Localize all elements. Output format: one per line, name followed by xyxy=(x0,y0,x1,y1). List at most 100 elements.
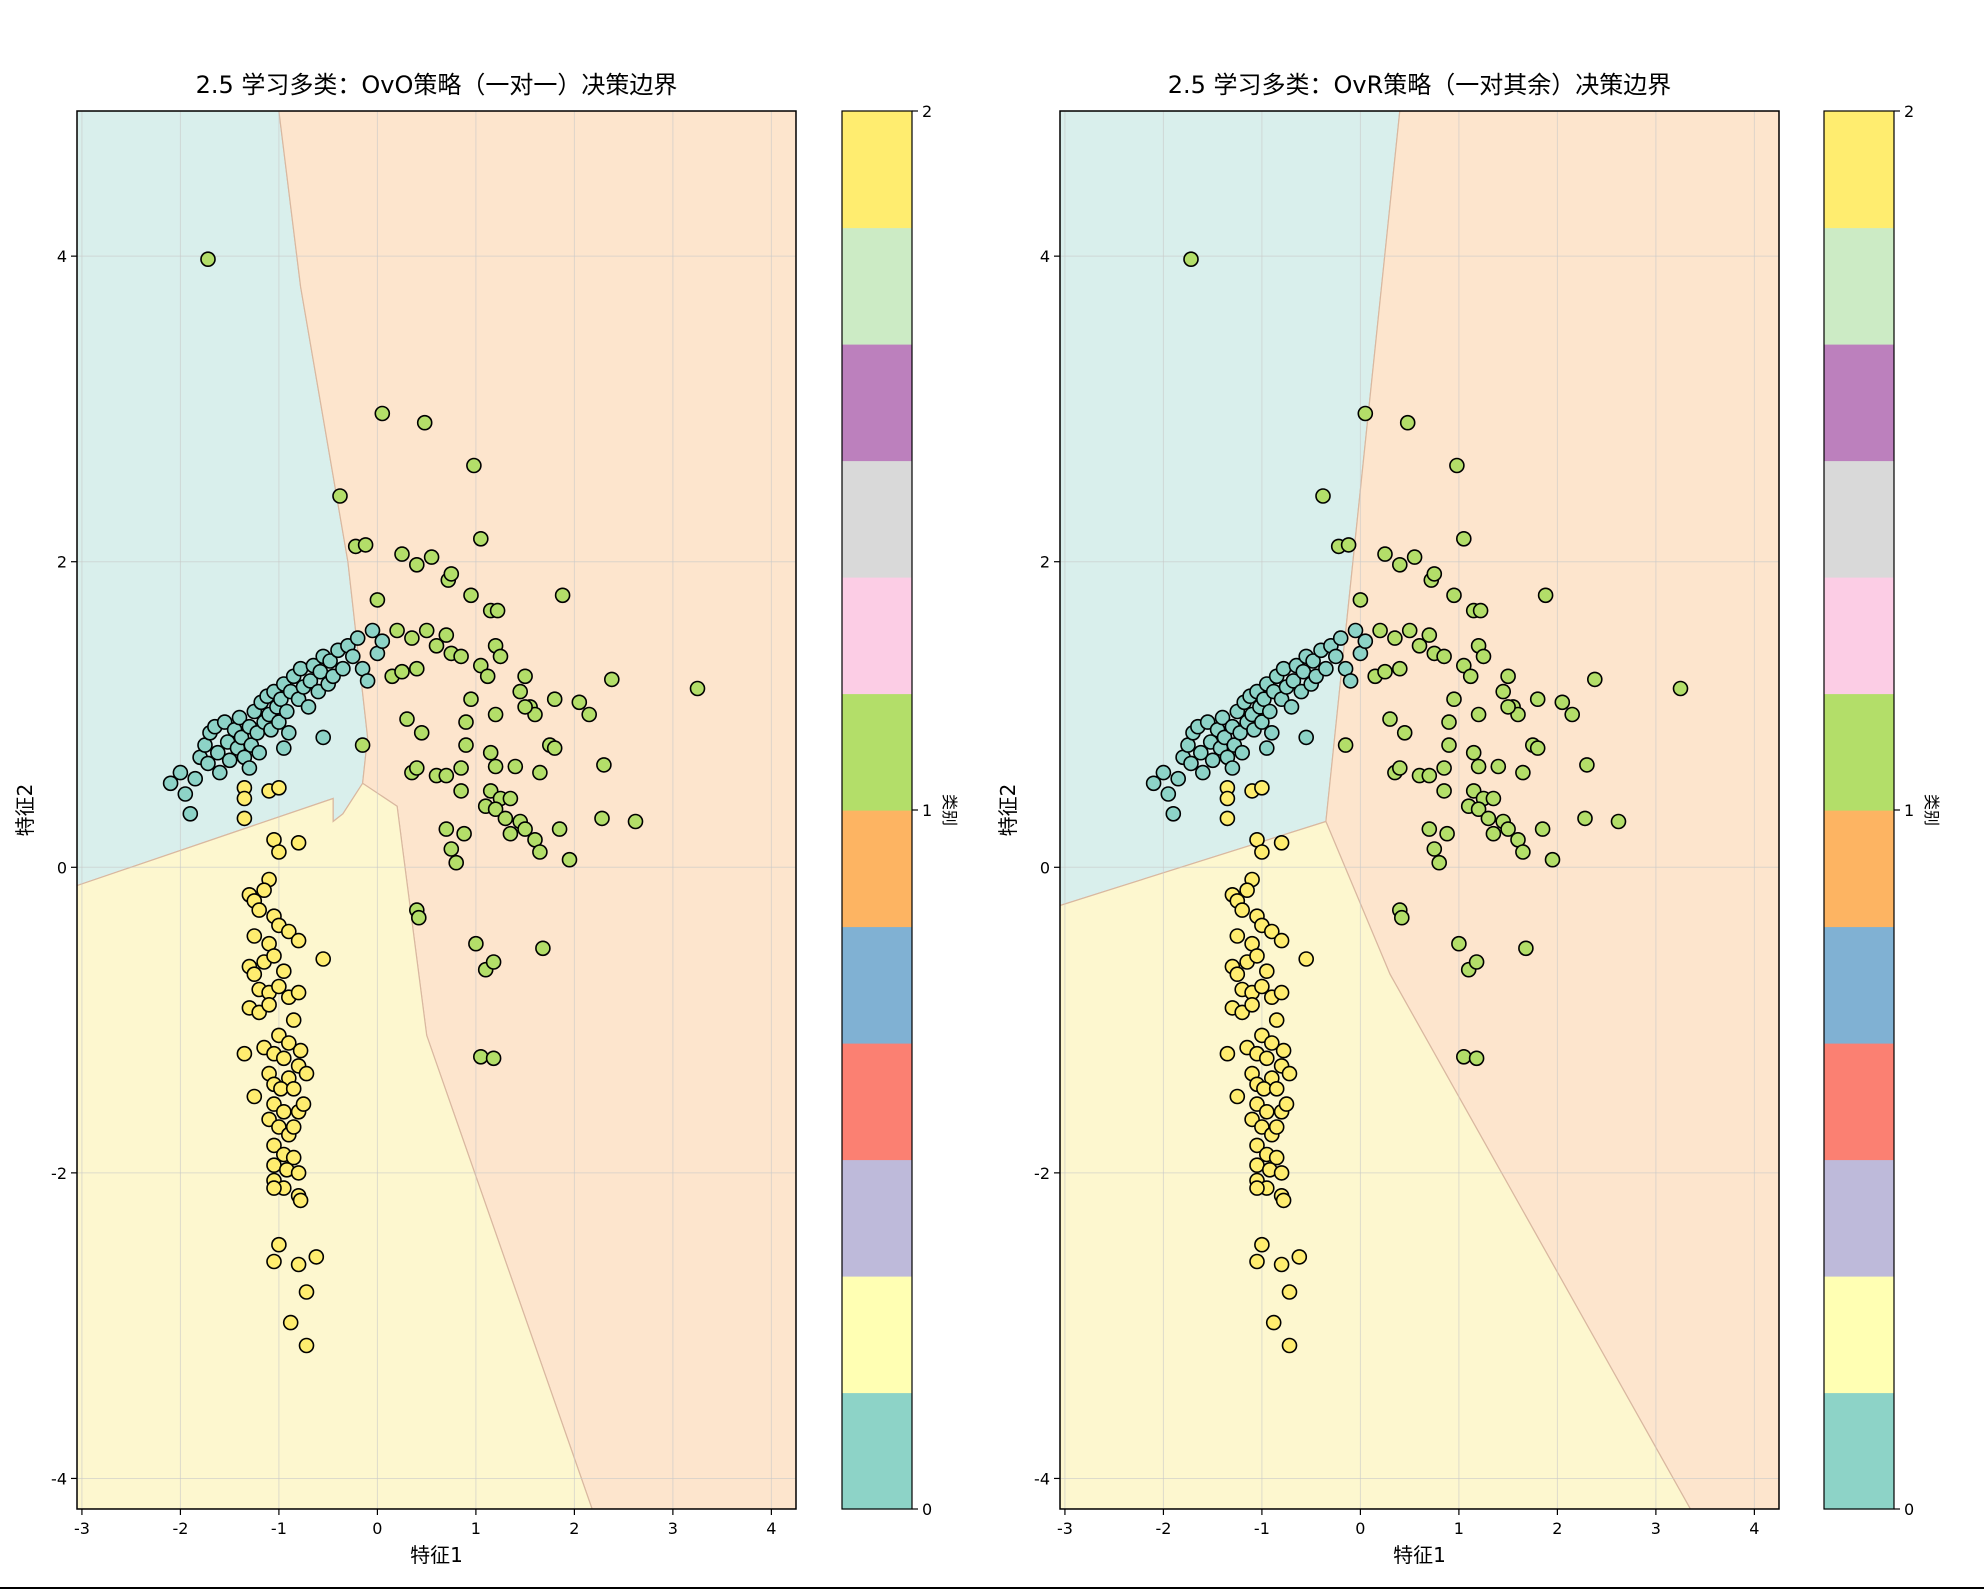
data-point-class-0 xyxy=(1347,622,1364,639)
data-point-class-1 xyxy=(594,810,610,827)
colorbar-segment xyxy=(1824,810,1894,928)
data-point-class-2 xyxy=(273,1081,289,1097)
data-point-class-1 xyxy=(1490,758,1507,775)
data-point-class-0 xyxy=(359,673,376,689)
data-point-class-1 xyxy=(1456,530,1472,547)
data-point-class-2 xyxy=(308,1249,325,1265)
data-point-class-2 xyxy=(1249,948,1265,964)
data-point-class-0 xyxy=(221,752,238,769)
data-point-class-1 xyxy=(472,657,489,674)
data-point-class-1 xyxy=(408,660,425,677)
data-point-class-1 xyxy=(468,935,484,952)
data-point-class-2 xyxy=(266,1137,282,1154)
data-point-class-2 xyxy=(1244,996,1260,1013)
data-point-class-2 xyxy=(256,882,272,899)
colorbar-segment xyxy=(842,1392,912,1510)
data-point-class-1 xyxy=(408,760,425,776)
colorbar-tick-label: 1 xyxy=(922,801,932,820)
data-point-class-2 xyxy=(1298,951,1314,967)
y-tick-label: 2 xyxy=(57,553,67,572)
colorbar-segment xyxy=(1824,1043,1894,1161)
data-point-class-2 xyxy=(271,1236,287,1253)
data-point-class-1 xyxy=(413,724,430,741)
x-tick-label: 1 xyxy=(471,1519,481,1538)
data-point-class-1 xyxy=(423,549,440,565)
data-point-class-0 xyxy=(1170,770,1186,787)
data-point-class-1 xyxy=(1468,1050,1485,1067)
data-point-class-0 xyxy=(1193,744,1209,761)
data-point-class-1 xyxy=(453,648,469,665)
data-point-class-1 xyxy=(463,587,479,604)
data-point-class-1 xyxy=(581,706,598,723)
data-point-class-1 xyxy=(1372,622,1388,639)
plot-area xyxy=(77,111,796,1509)
data-point-class-2 xyxy=(1249,1253,1265,1270)
data-point-class-2 xyxy=(275,963,292,980)
data-point-class-1 xyxy=(1394,909,1410,926)
data-point-class-1 xyxy=(1421,627,1438,643)
data-point-class-1 xyxy=(1392,556,1408,573)
chart-title: 2.5 学习多类：OvO策略（一对一）决策边界 xyxy=(196,71,678,99)
data-point-class-2 xyxy=(246,966,263,983)
data-point-class-1 xyxy=(1610,813,1627,830)
data-point-class-1 xyxy=(1456,657,1472,674)
data-point-class-2 xyxy=(271,844,287,860)
data-point-class-2 xyxy=(1281,1337,1298,1354)
data-point-class-1 xyxy=(485,1050,502,1067)
data-point-class-1 xyxy=(489,602,506,619)
data-point-class-2 xyxy=(1219,810,1236,827)
data-point-class-2 xyxy=(1273,834,1290,851)
data-point-class-1 xyxy=(1534,821,1551,837)
data-point-class-1 xyxy=(1518,940,1534,957)
data-point-class-0 xyxy=(278,703,295,720)
data-point-class-2 xyxy=(1275,1042,1292,1059)
data-point-class-2 xyxy=(290,834,307,851)
data-point-class-0 xyxy=(1224,760,1241,776)
ovr-panel: -3 -2 -1 0 1 2 3 4 -4 -2 0 2 4 2.5 学习多类：OvR策略（一对其余）决策… xyxy=(996,71,1941,1567)
data-point-class-1 xyxy=(1439,825,1455,842)
data-point-class-1 xyxy=(399,711,415,727)
data-point-class-2 xyxy=(266,1180,282,1196)
data-point-class-2 xyxy=(275,1050,292,1067)
colorbar-label: 类别 xyxy=(940,794,959,826)
y-tick-label: 0 xyxy=(1040,858,1050,877)
data-point-class-2 xyxy=(1265,1314,1282,1331)
colorbar-segment xyxy=(1824,1392,1894,1510)
data-point-class-2 xyxy=(1281,1065,1298,1082)
colorbar-segment xyxy=(842,1276,912,1394)
data-point-class-2 xyxy=(315,951,332,967)
data-point-class-0 xyxy=(1183,755,1199,772)
colorbar-tick-label: 1 xyxy=(1904,801,1914,820)
data-point-class-1 xyxy=(1465,744,1482,761)
colorbar-segment xyxy=(842,810,912,928)
data-point-class-0 xyxy=(1195,764,1211,781)
data-point-class-1 xyxy=(1382,711,1398,727)
data-point-class-0 xyxy=(1155,764,1172,781)
data-point-class-0 xyxy=(1234,744,1250,761)
colorbar-segment xyxy=(1824,1276,1894,1394)
data-point-class-2 xyxy=(1249,1157,1265,1173)
data-point-class-0 xyxy=(1357,633,1374,650)
colorbar-segment xyxy=(842,111,912,229)
data-point-class-1 xyxy=(485,954,502,970)
data-point-class-1 xyxy=(1340,537,1357,553)
data-point-class-1 xyxy=(535,940,551,957)
data-point-class-1 xyxy=(1446,691,1462,708)
data-point-class-2 xyxy=(275,1104,292,1120)
data-point-class-1 xyxy=(1672,680,1689,697)
data-point-class-1 xyxy=(561,851,578,868)
data-point-class-0 xyxy=(315,729,332,746)
x-tick-label: 0 xyxy=(372,1519,382,1538)
data-point-class-1 xyxy=(487,801,504,818)
y-tick-label: 0 xyxy=(57,858,67,877)
colorbar-tick-label: 0 xyxy=(1904,1500,1914,1519)
data-point-class-2 xyxy=(251,902,268,918)
x-tick-label: -1 xyxy=(271,1519,287,1538)
data-point-class-2 xyxy=(1229,966,1246,983)
data-point-class-2 xyxy=(236,1045,253,1062)
data-point-class-2 xyxy=(1219,1045,1236,1062)
colorbar-segment xyxy=(1824,693,1894,811)
data-point-class-0 xyxy=(241,760,258,776)
data-point-class-1 xyxy=(1579,757,1595,773)
data-point-class-2 xyxy=(1259,1050,1275,1067)
